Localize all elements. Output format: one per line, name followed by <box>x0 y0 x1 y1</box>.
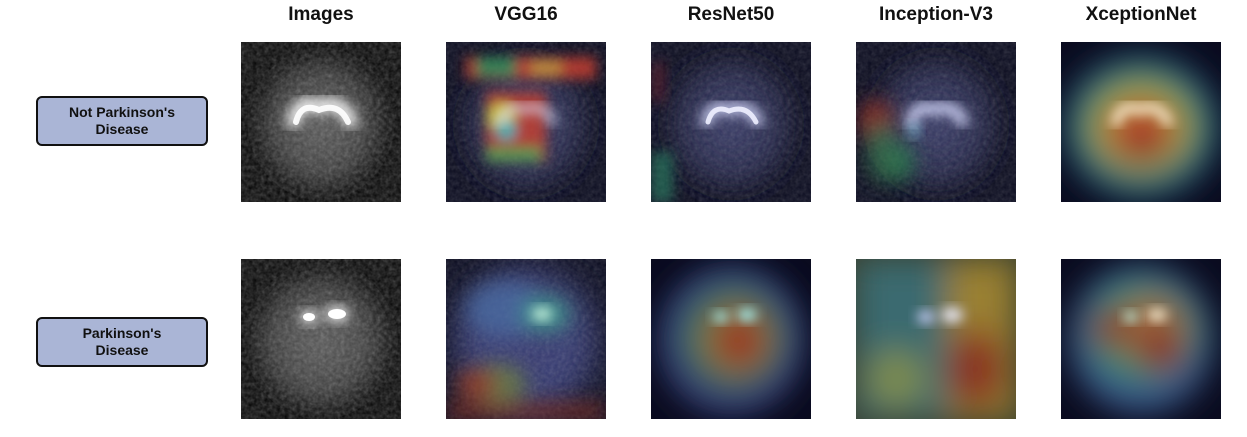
row-label-not-parkinsons: Not Parkinson's Disease <box>36 96 208 146</box>
heatmap-vgg16-parkinsons <box>446 259 606 419</box>
image-parkinsons-original <box>241 259 401 419</box>
heatmap-xceptionnet-normal <box>1061 42 1221 202</box>
heatmap-vgg16-normal <box>446 42 606 202</box>
heatmap-xceptionnet-parkinsons <box>1061 259 1221 419</box>
column-header-vgg16: VGG16 <box>494 4 558 25</box>
row-label-parkinsons: Parkinson's Disease <box>36 317 208 367</box>
row-label-text: Not Parkinson's Disease <box>68 104 176 137</box>
column-header-inception-v3: Inception-V3 <box>878 4 993 25</box>
column-header-xceptionnet: XceptionNet <box>1085 4 1197 25</box>
heatmap-inception-v3-parkinsons <box>856 259 1016 419</box>
heatmap-resnet50-normal <box>651 42 811 202</box>
image-normal-original <box>241 42 401 202</box>
column-header-resnet50: ResNet50 <box>687 4 775 25</box>
heatmap-resnet50-parkinsons <box>651 259 811 419</box>
column-header-images: Images <box>288 4 354 25</box>
heatmap-inception-v3-normal <box>856 42 1016 202</box>
row-label-text: Parkinson's Disease <box>82 325 162 358</box>
